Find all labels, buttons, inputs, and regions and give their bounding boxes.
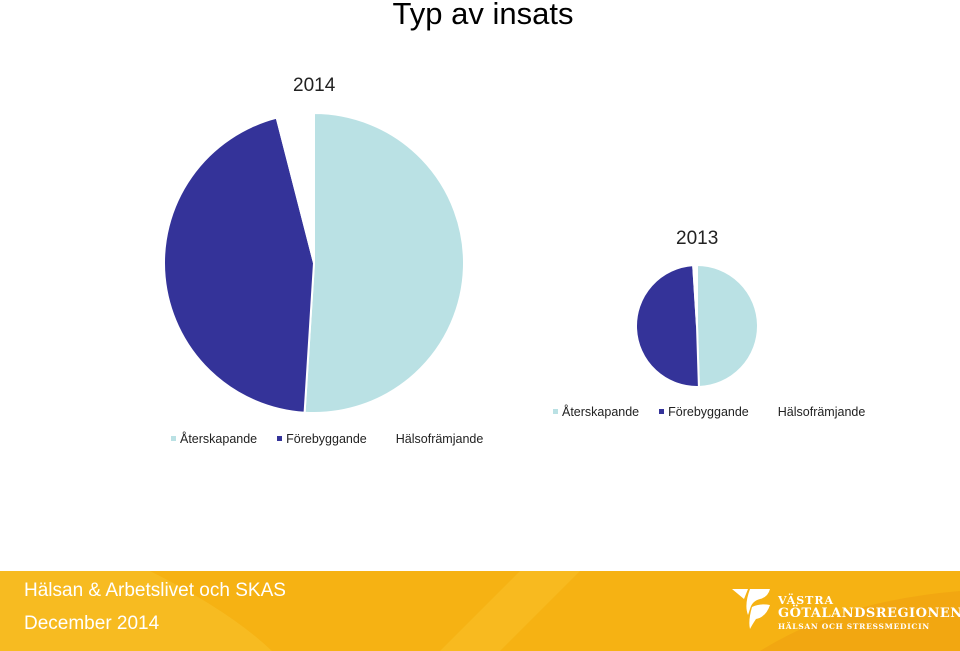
pie-slice-Förebyggande [635, 264, 700, 388]
chart-2013-title: 2013 [676, 228, 719, 249]
legend-swatch [768, 409, 774, 414]
pie-slice-Återskapande [303, 111, 465, 414]
vastra-gotalandsregionen-logo: VÄSTRA GÖTALANDSREGIONEN HÄLSAN OCH STRE… [730, 585, 960, 635]
slide-title: Typ av insats [392, 0, 574, 31]
legend-label: Förebyggande [286, 432, 367, 446]
pie-slice-Hälsofrämjande [275, 111, 315, 264]
pie-slice-Förebyggande [163, 116, 316, 414]
pie-slice-Återskapande [696, 263, 759, 389]
legend-item: Återskapande [553, 405, 639, 419]
legend-item: Hälsofrämjande [768, 405, 866, 419]
legend-swatch [277, 436, 283, 441]
legend-label: Förebyggande [668, 405, 749, 419]
chart-2014-title: 2014 [293, 75, 336, 96]
logo-text-line2: GÖTALANDSREGIONEN [778, 606, 960, 621]
legend-2013: Återskapande Förebyggande Hälsofrämjande [553, 405, 865, 419]
legend-swatch [553, 409, 558, 414]
legend-label: Återskapande [180, 432, 258, 446]
legend-swatch [386, 436, 392, 441]
footer-organization: Hälsan & Arbetslivet och SKAS [24, 580, 286, 601]
legend-swatch [171, 436, 176, 441]
footer-date: December 2014 [24, 613, 160, 634]
footer-decoration [0, 571, 960, 651]
legend-2014: Återskapande Förebyggande Hälsofrämjande [171, 432, 483, 446]
footer-banner: Hälsan & Arbetslivet och SKAS December 2… [0, 571, 960, 651]
logo-text-line3: HÄLSAN OCH STRESSMEDICIN [778, 622, 930, 631]
logo-text-line1: VÄSTRA [778, 594, 835, 607]
legend-item: Förebyggande [277, 432, 367, 446]
legend-swatch [659, 409, 665, 414]
legend-label: Återskapande [562, 405, 640, 419]
legend-item: Återskapande [171, 432, 257, 446]
legend-item: Hälsofrämjande [386, 432, 484, 446]
legend-label: Hälsofrämjande [395, 432, 484, 446]
region-logo-icon [732, 589, 770, 629]
legend-label: Hälsofrämjande [777, 405, 866, 419]
pie-slice-Hälsofrämjande [692, 263, 698, 327]
legend-item: Förebyggande [659, 405, 749, 419]
